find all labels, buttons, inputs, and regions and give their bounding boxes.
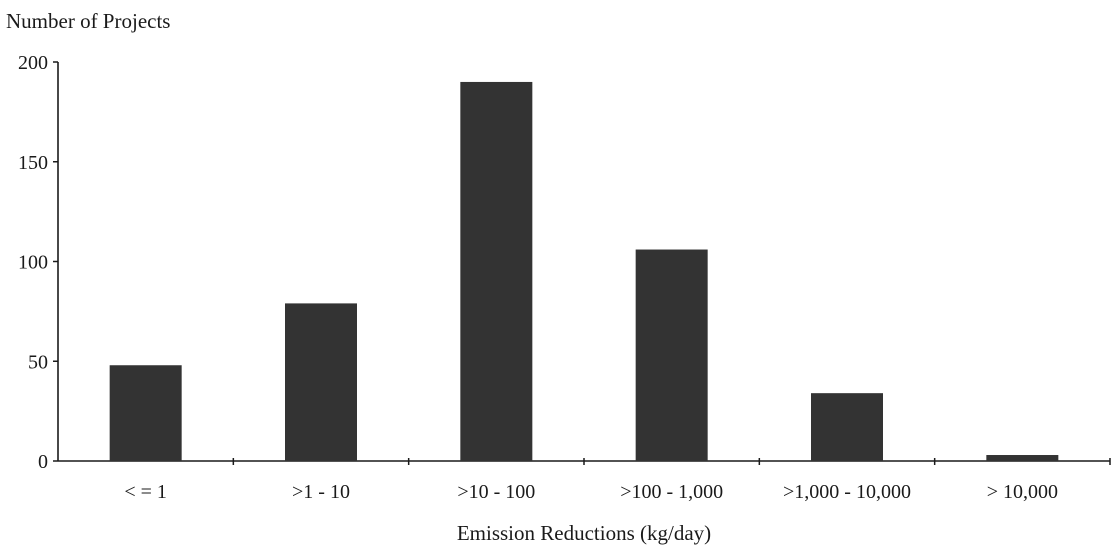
y-tick-label: 0 [38, 451, 48, 473]
bar [285, 303, 357, 461]
x-tick-label: >1,000 - 10,000 [783, 481, 911, 503]
x-ticks: < = 1 >1 - 10 >10 - 100 >100 - 1,000 >1,000 … [124, 458, 1111, 503]
bar [811, 393, 883, 461]
x-tick-label: < = 1 [124, 481, 167, 503]
bars [109, 81, 1059, 461]
bar [986, 455, 1059, 461]
bar [635, 249, 708, 461]
bar [460, 81, 533, 461]
y-tick-label: 150 [18, 152, 48, 174]
x-tick-label: >10 - 100 [457, 481, 535, 503]
x-axis-label: Emission Reductions (kg/day) [457, 521, 711, 545]
y-tick-label: 50 [28, 351, 48, 373]
x-tick-label: > 10,000 [987, 481, 1058, 503]
bar [109, 365, 182, 461]
x-tick-label: >100 - 1,000 [620, 481, 723, 503]
x-tick-label: >1 - 10 [292, 481, 350, 503]
y-ticks: 0 50 100 150 200 [18, 52, 58, 473]
y-tick-label: 200 [18, 52, 48, 74]
y-tick-label: 100 [18, 252, 48, 274]
y-axis-label: Number of Projects [6, 9, 170, 33]
axes [57, 62, 1110, 462]
